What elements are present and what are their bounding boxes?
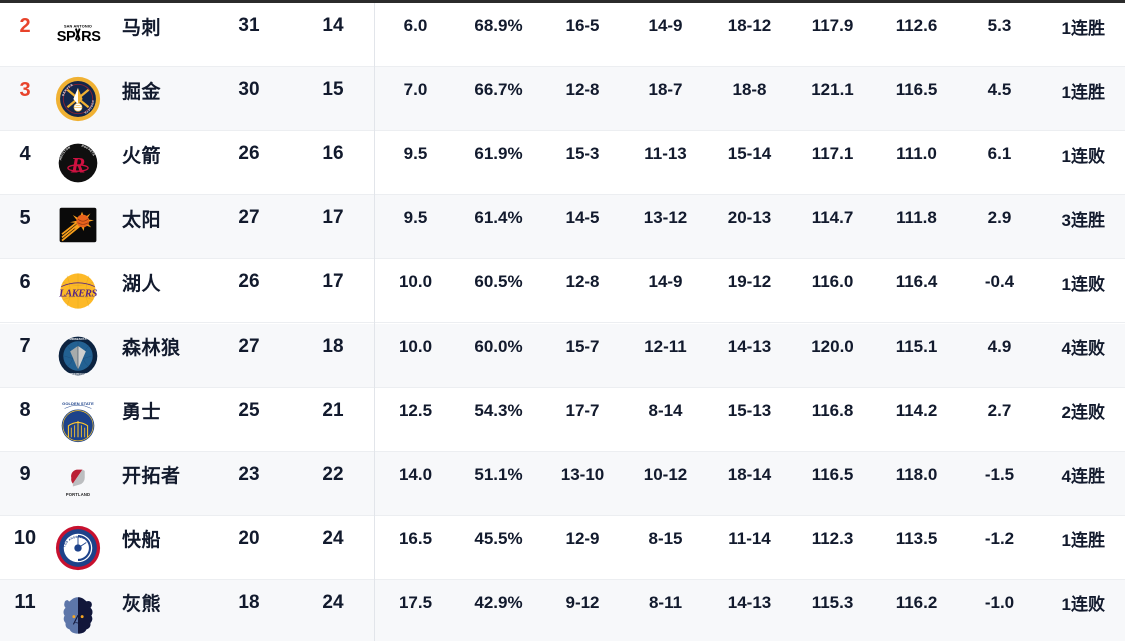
svg-text:RS: RS (81, 29, 101, 45)
svg-text:MINNESOTA: MINNESOTA (69, 336, 86, 340)
svg-text:TIMBERWOLVES: TIMBERWOLVES (68, 371, 89, 375)
svg-text:SAN ANTONIO: SAN ANTONIO (64, 24, 92, 28)
svg-text:PORTLAND: PORTLAND (66, 492, 90, 497)
svg-text:LAKERS: LAKERS (58, 289, 97, 300)
svg-text:GOLDEN STATE: GOLDEN STATE (62, 401, 94, 406)
svg-text:SP: SP (57, 29, 76, 45)
